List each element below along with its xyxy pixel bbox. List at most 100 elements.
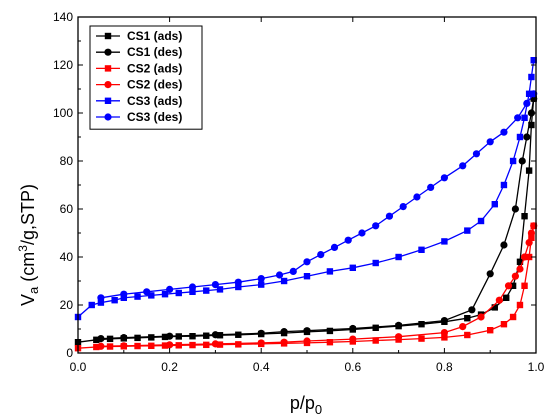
- data-point: [472, 150, 481, 158]
- y-tick-label: 120: [53, 58, 73, 72]
- data-point: [525, 253, 533, 261]
- legend-marker: [104, 81, 112, 89]
- data-point: [511, 272, 519, 280]
- data-point: [303, 337, 311, 345]
- data-point: [148, 292, 155, 299]
- legend-label: CS1 (ads): [127, 29, 182, 43]
- data-point: [440, 174, 448, 182]
- data-point: [528, 121, 535, 129]
- series-line: [100, 225, 535, 347]
- data-point: [166, 341, 174, 349]
- series: [97, 90, 538, 302]
- data-point: [189, 341, 196, 349]
- data-point: [317, 251, 325, 259]
- data-point: [235, 341, 242, 348]
- data-point: [487, 327, 494, 334]
- data-point: [418, 321, 425, 328]
- series-line: [100, 98, 535, 340]
- y-tick-label: 80: [60, 154, 74, 168]
- data-point: [509, 157, 517, 165]
- legend-box: [89, 25, 203, 130]
- data-point: [211, 340, 219, 348]
- data-point: [516, 265, 524, 273]
- data-point: [211, 331, 219, 339]
- data-point: [372, 324, 379, 331]
- data-point: [523, 133, 531, 141]
- data-point: [385, 212, 394, 220]
- data-point: [111, 297, 118, 304]
- series: [74, 95, 537, 346]
- data-point: [516, 258, 524, 265]
- plot-area: [74, 57, 538, 352]
- data-point: [495, 296, 503, 304]
- data-point: [93, 336, 100, 343]
- data-point: [525, 90, 533, 97]
- x-tick-label: 0.8: [436, 360, 453, 374]
- data-point: [440, 329, 448, 337]
- data-point: [349, 335, 357, 343]
- data-point: [349, 324, 357, 333]
- data-point: [441, 334, 448, 341]
- y-tick-label: 60: [60, 202, 74, 216]
- data-point: [520, 253, 529, 261]
- data-point: [326, 268, 334, 275]
- legend-marker: [104, 65, 112, 72]
- legend-label: CS2 (des): [127, 78, 182, 92]
- legend-marker: [104, 32, 112, 40]
- data-point: [280, 328, 288, 336]
- data-point: [464, 315, 471, 322]
- data-point: [161, 342, 169, 349]
- data-point: [441, 238, 448, 245]
- data-point: [203, 341, 210, 349]
- data-point: [468, 306, 476, 314]
- data-point: [486, 270, 494, 278]
- data-point: [523, 99, 531, 107]
- data-point: [134, 293, 141, 300]
- data-point: [527, 229, 536, 237]
- data-point: [395, 321, 403, 329]
- legend-item: CS3 (ads): [96, 94, 182, 108]
- data-point: [88, 301, 95, 309]
- legend-marker: [104, 97, 112, 104]
- legend-item: CS3 (des): [96, 110, 182, 124]
- data-point: [358, 229, 366, 237]
- data-point: [459, 162, 467, 170]
- data-point: [516, 301, 524, 309]
- data-point: [257, 275, 265, 283]
- data-point: [530, 57, 537, 64]
- data-point: [280, 277, 288, 285]
- data-point: [500, 128, 508, 136]
- data-point: [521, 282, 528, 289]
- y-tick-label: 0: [66, 346, 73, 360]
- data-point: [166, 285, 174, 293]
- data-point: [372, 259, 379, 267]
- x-tick-label: 0.0: [70, 360, 87, 374]
- data-point: [120, 290, 128, 298]
- data-point: [477, 313, 485, 321]
- data-point: [514, 114, 522, 122]
- legend-label: CS1 (des): [127, 45, 182, 59]
- data-point: [143, 288, 151, 296]
- legend: CS1 (ads) CS1 (des) CS2 (ads) CS2 (des) CS3 …: [89, 25, 203, 130]
- data-point: [491, 201, 498, 208]
- data-point: [503, 294, 510, 301]
- data-point: [280, 338, 288, 346]
- data-point: [97, 299, 105, 306]
- legend-item: CS2 (des): [96, 78, 182, 92]
- data-point: [464, 227, 471, 234]
- data-point: [175, 289, 182, 297]
- legend-label: CS3 (des): [127, 110, 182, 124]
- data-point: [188, 283, 197, 291]
- data-point: [427, 183, 435, 191]
- data-point: [500, 241, 508, 249]
- data-point: [234, 278, 242, 286]
- x-tick-label: 0.6: [344, 360, 361, 374]
- y-tick-label: 140: [53, 10, 73, 24]
- data-point: [257, 329, 265, 337]
- data-point: [344, 236, 352, 244]
- series-line: [100, 93, 535, 299]
- series-line: [77, 98, 535, 343]
- data-point: [518, 157, 526, 165]
- data-point: [459, 323, 467, 331]
